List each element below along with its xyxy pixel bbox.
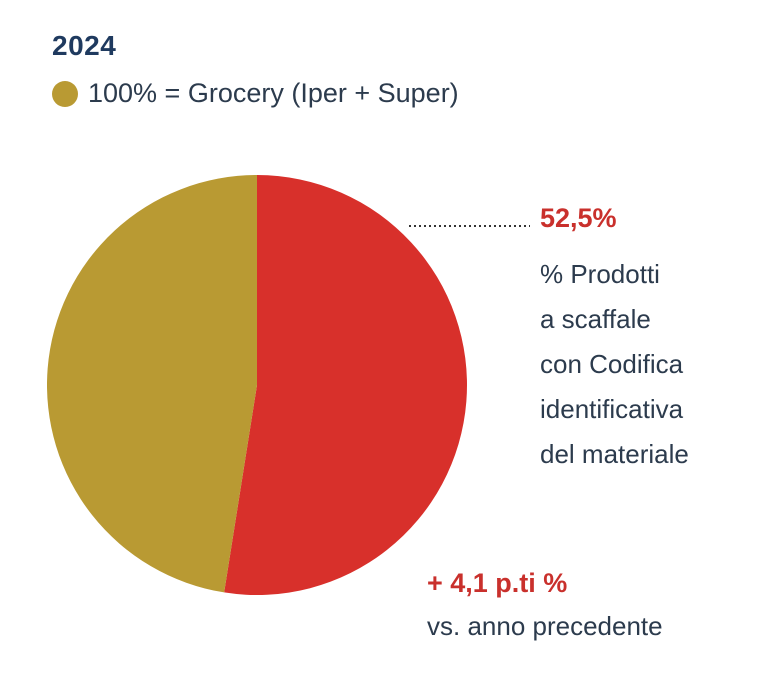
pie-slice-0 xyxy=(224,175,467,595)
delta-value: + 4,1 p.ti % xyxy=(427,568,568,598)
slice-description-line: del materiale xyxy=(540,439,689,469)
slice-description-line: a scaffale xyxy=(540,304,651,334)
delta-description: vs. anno precedente xyxy=(427,611,663,641)
slice-description-line: con Codifica xyxy=(540,349,684,379)
slice-description: % Prodotti a scaffale con Codifica ident… xyxy=(540,252,689,477)
legend-label: 100% = Grocery (Iper + Super) xyxy=(88,78,459,108)
chart-year-title: 2024 xyxy=(52,30,117,61)
pie-slice-1 xyxy=(46,175,257,593)
slice-value-label: 52,5% xyxy=(540,203,617,233)
slice-description-line: identificativa xyxy=(540,394,684,424)
legend-swatch xyxy=(52,80,78,107)
slice-description-line: % Prodotti xyxy=(540,259,660,289)
pie-slices xyxy=(46,175,467,595)
legend: 100% = Grocery (Iper + Super) xyxy=(52,78,459,109)
